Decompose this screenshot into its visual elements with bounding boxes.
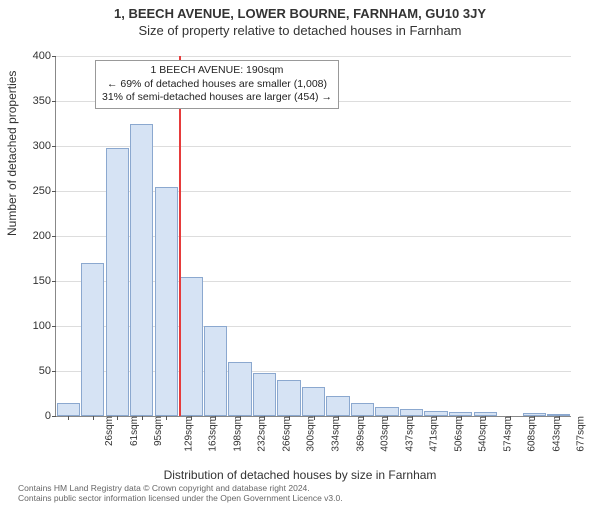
x-tick-label: 129sqm bbox=[183, 416, 194, 452]
histogram-bar bbox=[204, 326, 227, 416]
x-tick-label: 540sqm bbox=[478, 416, 489, 452]
y-tick-label: 300 bbox=[33, 140, 51, 152]
y-tick-label: 350 bbox=[33, 95, 51, 107]
histogram-bar bbox=[277, 380, 300, 416]
histogram-bar bbox=[302, 387, 325, 416]
x-tick-label: 232sqm bbox=[257, 416, 268, 452]
histogram-bar bbox=[547, 414, 570, 416]
x-tick-label: 334sqm bbox=[331, 416, 342, 452]
x-tick-label: 369sqm bbox=[355, 416, 366, 452]
histogram-bar bbox=[400, 409, 423, 416]
x-tick bbox=[166, 416, 167, 420]
footer-line1: Contains HM Land Registry data © Crown c… bbox=[18, 483, 343, 493]
y-tick-label: 200 bbox=[33, 230, 51, 242]
x-tick bbox=[363, 416, 364, 420]
chart-area: 05010015020025030035040026sqm61sqm95sqm1… bbox=[55, 56, 570, 416]
x-tick bbox=[117, 416, 118, 420]
y-tick bbox=[52, 281, 56, 282]
x-tick bbox=[142, 416, 143, 420]
histogram-bar bbox=[81, 263, 104, 416]
x-tick bbox=[68, 416, 69, 420]
x-tick-label: 266sqm bbox=[282, 416, 293, 452]
x-tick-label: 163sqm bbox=[208, 416, 219, 452]
histogram-bar bbox=[106, 148, 129, 416]
plot-region: 05010015020025030035040026sqm61sqm95sqm1… bbox=[55, 56, 571, 417]
x-tick bbox=[289, 416, 290, 420]
x-tick bbox=[510, 416, 511, 420]
y-tick-label: 400 bbox=[33, 50, 51, 62]
x-tick bbox=[559, 416, 560, 420]
annotation-line3: 31% of semi-detached houses are larger (… bbox=[102, 91, 332, 105]
x-tick-label: 471sqm bbox=[429, 416, 440, 452]
x-tick-label: 95sqm bbox=[153, 416, 164, 446]
histogram-bar bbox=[474, 412, 497, 416]
y-tick bbox=[52, 101, 56, 102]
annotation-box: 1 BEECH AVENUE: 190sqm ← 69% of detached… bbox=[95, 60, 339, 109]
histogram-bar bbox=[326, 396, 349, 416]
x-tick-label: 198sqm bbox=[232, 416, 243, 452]
x-tick-label: 437sqm bbox=[404, 416, 415, 452]
x-tick bbox=[191, 416, 192, 420]
histogram-bar bbox=[449, 412, 472, 417]
chart-title-sub: Size of property relative to detached ho… bbox=[0, 23, 600, 38]
x-tick-label: 574sqm bbox=[502, 416, 513, 452]
y-tick bbox=[52, 191, 56, 192]
x-tick bbox=[93, 416, 94, 420]
y-tick-label: 150 bbox=[33, 275, 51, 287]
y-tick bbox=[52, 416, 56, 417]
y-tick-label: 250 bbox=[33, 185, 51, 197]
x-tick bbox=[485, 416, 486, 420]
x-tick-label: 506sqm bbox=[453, 416, 464, 452]
x-tick bbox=[338, 416, 339, 420]
y-tick-label: 100 bbox=[33, 320, 51, 332]
annotation-line1: 1 BEECH AVENUE: 190sqm bbox=[102, 64, 332, 78]
histogram-bar bbox=[179, 277, 202, 417]
histogram-bar bbox=[253, 373, 276, 416]
x-axis-title: Distribution of detached houses by size … bbox=[0, 468, 600, 482]
footer-line2: Contains public sector information licen… bbox=[18, 493, 343, 503]
histogram-bar bbox=[57, 403, 80, 417]
x-tick bbox=[314, 416, 315, 420]
x-tick bbox=[534, 416, 535, 420]
y-axis-title: Number of detached properties bbox=[5, 71, 19, 236]
histogram-bar bbox=[351, 403, 374, 417]
histogram-bar bbox=[155, 187, 178, 417]
x-tick bbox=[215, 416, 216, 420]
x-tick-label: 403sqm bbox=[380, 416, 391, 452]
x-tick-label: 300sqm bbox=[306, 416, 317, 452]
grid-line bbox=[56, 56, 571, 57]
y-tick bbox=[52, 236, 56, 237]
histogram-bar bbox=[424, 411, 447, 416]
y-tick bbox=[52, 326, 56, 327]
x-tick bbox=[264, 416, 265, 420]
x-tick bbox=[461, 416, 462, 420]
histogram-bar bbox=[228, 362, 251, 416]
y-tick-label: 0 bbox=[45, 410, 51, 422]
x-tick bbox=[387, 416, 388, 420]
x-tick-label: 26sqm bbox=[104, 416, 115, 446]
y-tick bbox=[52, 371, 56, 372]
y-tick bbox=[52, 56, 56, 57]
chart-title-main: 1, BEECH AVENUE, LOWER BOURNE, FARNHAM, … bbox=[0, 6, 600, 21]
x-tick bbox=[436, 416, 437, 420]
y-tick-label: 50 bbox=[39, 365, 51, 377]
x-tick bbox=[240, 416, 241, 420]
histogram-bar bbox=[523, 413, 546, 416]
x-tick-label: 608sqm bbox=[527, 416, 538, 452]
x-tick-label: 61sqm bbox=[129, 416, 140, 446]
reference-line bbox=[179, 56, 181, 416]
y-tick bbox=[52, 146, 56, 147]
x-tick-label: 643sqm bbox=[551, 416, 562, 452]
histogram-bar bbox=[375, 407, 398, 416]
x-tick bbox=[412, 416, 413, 420]
histogram-bar bbox=[130, 124, 153, 417]
x-tick-label: 677sqm bbox=[576, 416, 587, 452]
annotation-line2: ← 69% of detached houses are smaller (1,… bbox=[102, 78, 332, 92]
